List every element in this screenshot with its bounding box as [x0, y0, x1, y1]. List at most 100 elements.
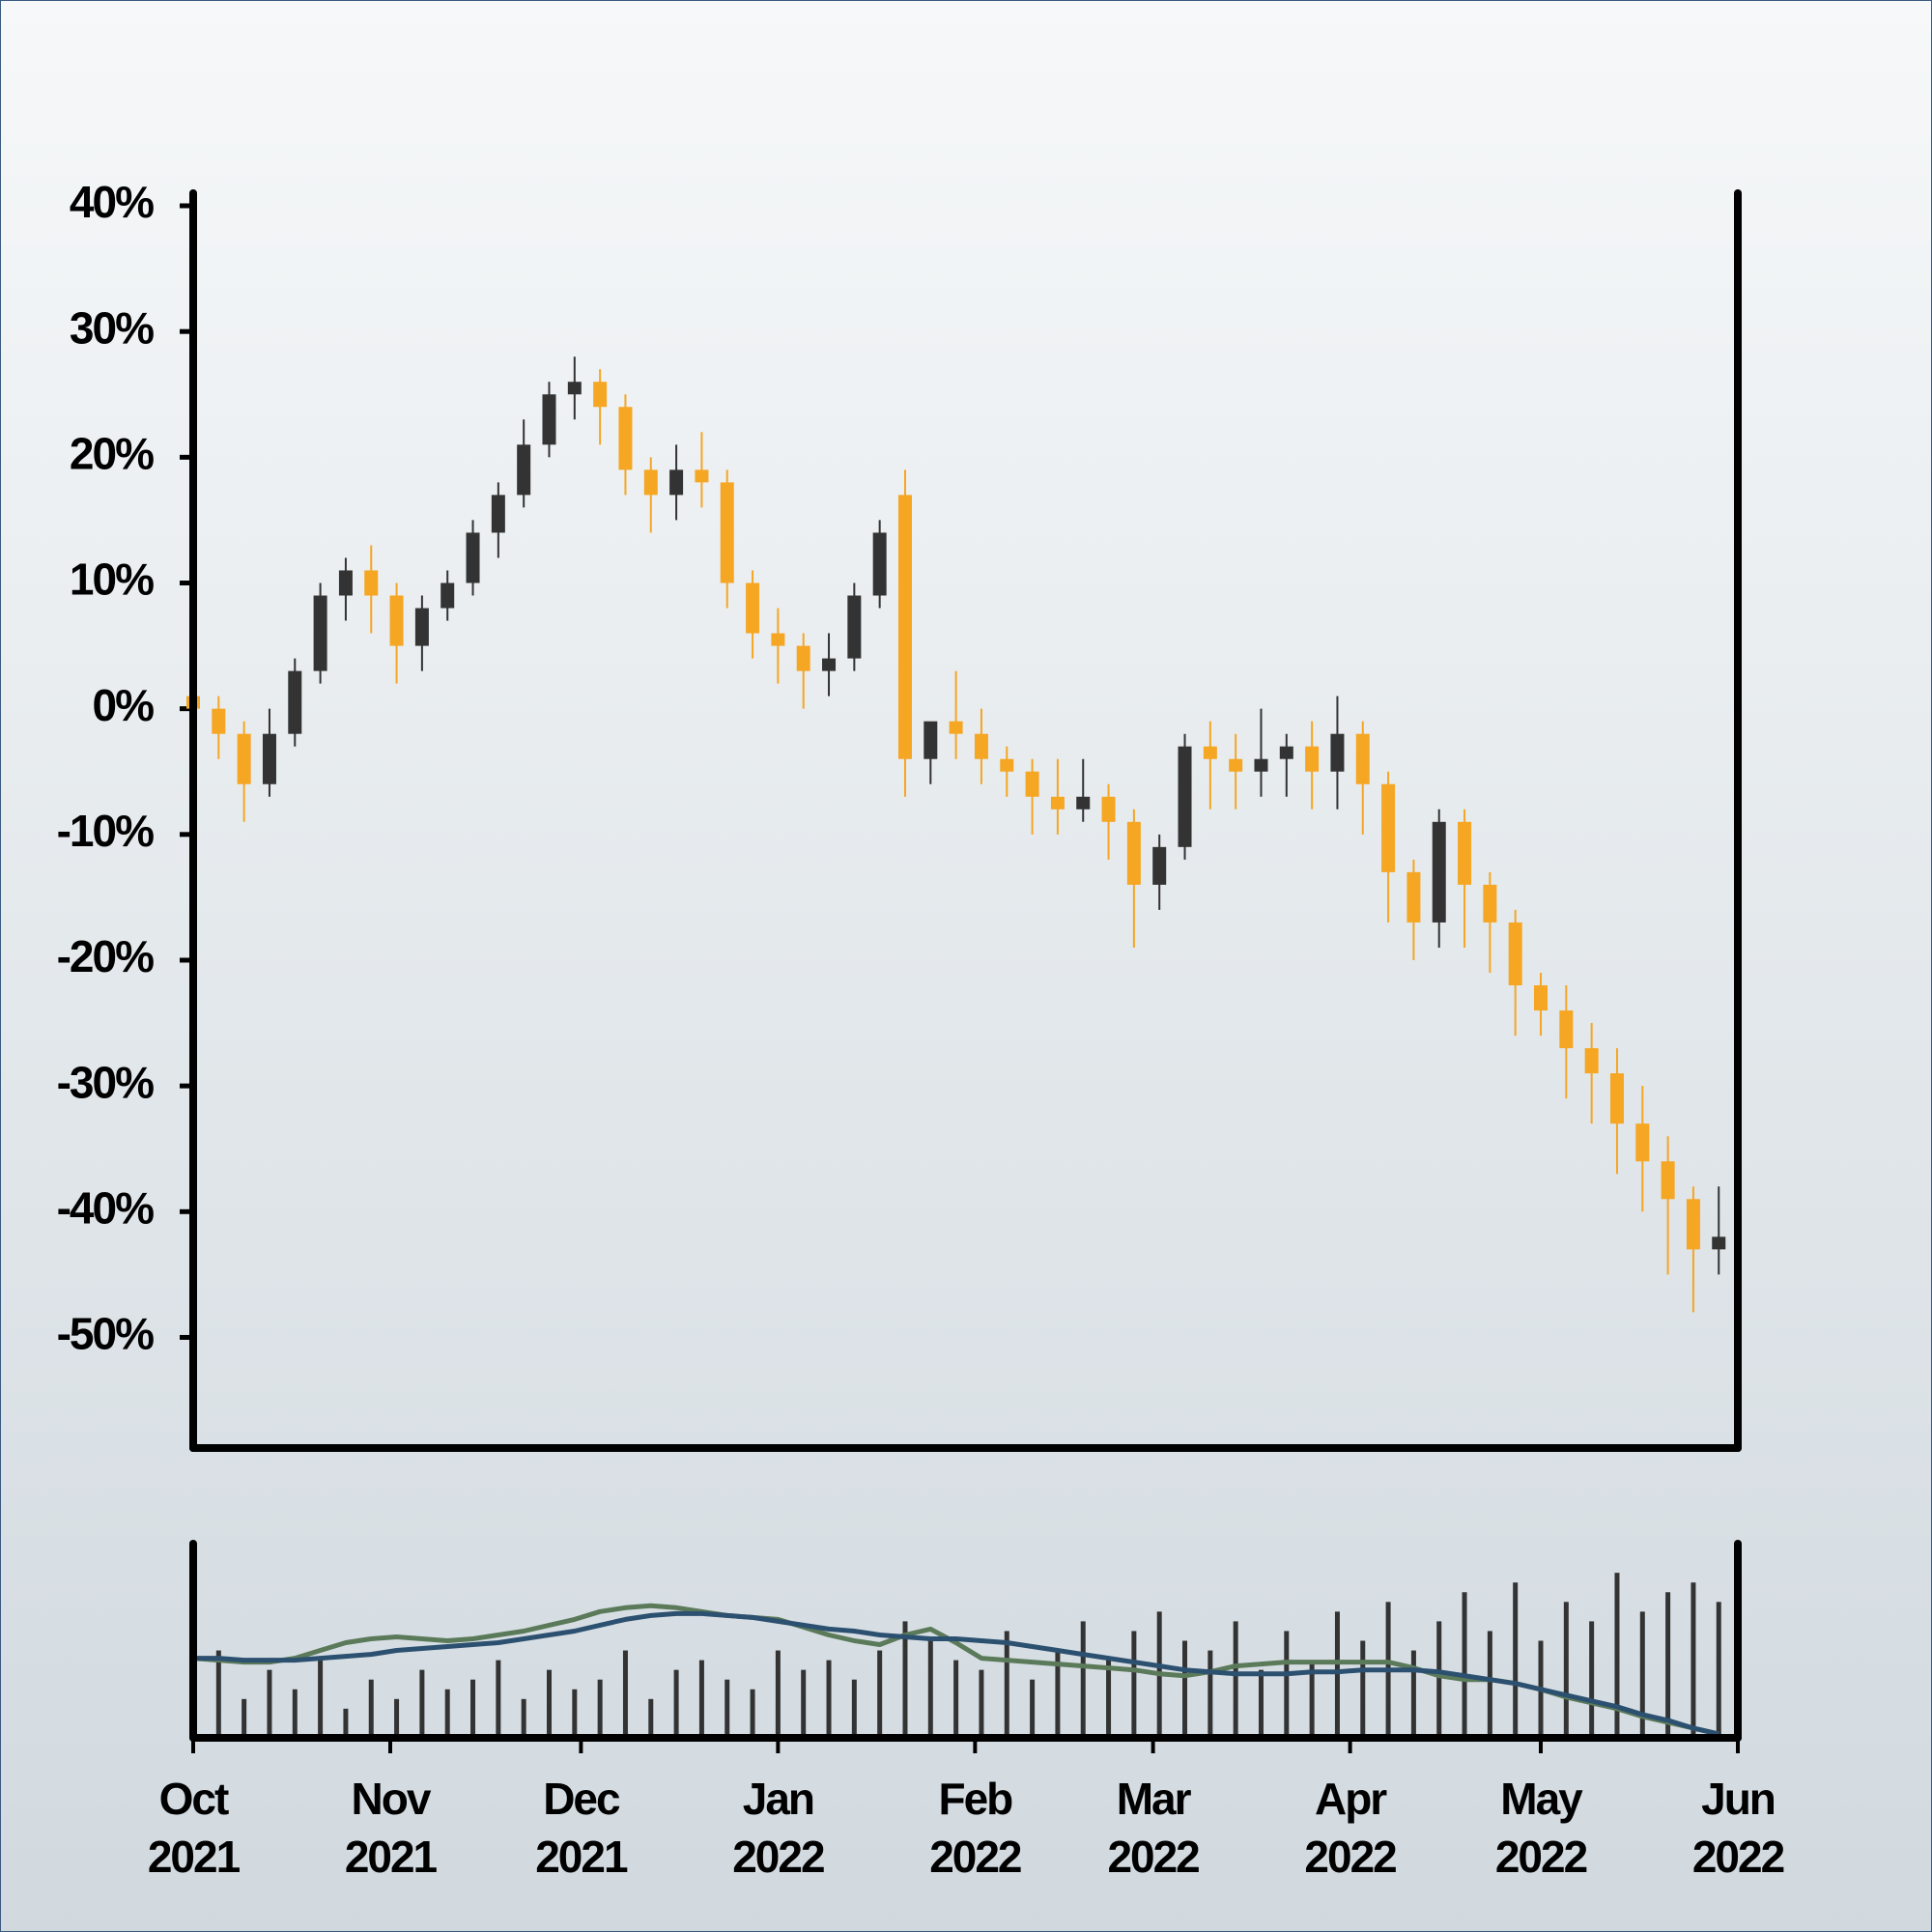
volume-bar — [444, 1689, 450, 1738]
volume-bar — [927, 1640, 933, 1738]
volume-bar — [1309, 1660, 1315, 1738]
candle-body — [1381, 783, 1396, 872]
moving-average-line — [192, 1603, 1719, 1737]
volume-bar — [394, 1698, 400, 1738]
candle-body — [1712, 1236, 1726, 1250]
candle-body — [1101, 796, 1116, 822]
candle-body — [237, 733, 251, 784]
y-tick-label: -40% — [57, 1182, 154, 1233]
candle-body — [1025, 771, 1039, 797]
volume-bar — [1716, 1602, 1721, 1738]
candle-body — [1534, 985, 1548, 1011]
volume-bar — [902, 1621, 908, 1738]
volume-bar — [1131, 1631, 1137, 1738]
x-tick-label: May — [1500, 1774, 1583, 1824]
candle-body — [771, 633, 785, 646]
candle-body — [1355, 733, 1370, 784]
y-tick-label: 0% — [93, 680, 155, 730]
x-tick-label: Oct — [159, 1774, 229, 1824]
volume-bar — [673, 1669, 679, 1738]
volume-bar — [801, 1669, 807, 1738]
y-tick-label: -30% — [57, 1057, 154, 1107]
volume-bar — [267, 1669, 272, 1738]
candle-body — [1000, 758, 1014, 772]
volume-bar — [1614, 1573, 1620, 1738]
x-tick-label: 2022 — [1692, 1832, 1784, 1882]
volume-bar — [1182, 1640, 1188, 1738]
x-tick-label: 2022 — [1304, 1832, 1396, 1882]
volume-bar — [1284, 1631, 1290, 1738]
candle-body — [695, 469, 709, 483]
candle-body — [974, 733, 988, 759]
candle-body — [1305, 746, 1320, 772]
candle-body — [1152, 846, 1167, 885]
candle-body — [1178, 746, 1192, 847]
candle-body — [1559, 1010, 1574, 1049]
volume-bar — [1462, 1592, 1467, 1738]
candle-body — [313, 595, 327, 671]
volume-bar — [1639, 1611, 1645, 1738]
volume-bar — [496, 1660, 501, 1738]
x-tick-label: Apr — [1315, 1774, 1387, 1824]
x-tick-label: 2022 — [929, 1832, 1021, 1882]
x-tick-label: Jan — [743, 1774, 813, 1824]
candle-body — [389, 595, 404, 646]
candle-body — [212, 708, 226, 734]
y-tick-label: -50% — [57, 1309, 154, 1359]
volume-bar — [622, 1650, 628, 1738]
volume-bar — [1106, 1660, 1112, 1738]
candle-body — [1229, 758, 1243, 772]
volume-bar — [1055, 1650, 1061, 1738]
y-tick-label: 30% — [70, 302, 154, 353]
x-tick-label: 2021 — [345, 1832, 438, 1882]
volume-bar — [1030, 1679, 1036, 1738]
y-tick-label: -10% — [57, 806, 154, 856]
candle-body — [1406, 871, 1421, 923]
volume-bar — [1665, 1592, 1671, 1738]
volume-bar — [1334, 1611, 1340, 1738]
candle-body — [1483, 884, 1497, 923]
volume-bar — [1208, 1650, 1213, 1738]
x-tick-label: 2022 — [732, 1832, 824, 1882]
candle-body — [542, 394, 556, 445]
y-tick-label: 40% — [70, 177, 154, 227]
x-tick-label: 2021 — [148, 1832, 241, 1882]
candle-body — [466, 532, 480, 583]
candle-body — [796, 645, 810, 671]
volume-bar — [242, 1698, 247, 1738]
volume-bar — [419, 1669, 425, 1738]
candle-body — [1609, 1073, 1624, 1124]
volume-bar — [648, 1698, 654, 1738]
candle-body — [1584, 1048, 1599, 1074]
volume-bar — [1004, 1631, 1009, 1738]
volume-bar — [953, 1660, 959, 1738]
x-tick-label: Feb — [938, 1774, 1012, 1824]
y-tick-label: -20% — [57, 931, 154, 981]
candle-body — [1686, 1199, 1700, 1250]
candle-body — [669, 469, 684, 496]
volume-bar — [318, 1660, 324, 1738]
candle-body — [1050, 796, 1065, 810]
moving-average-line — [193, 1610, 1719, 1737]
volume-bar — [1258, 1669, 1264, 1738]
volume-bar — [724, 1679, 730, 1738]
candle-body — [517, 444, 531, 496]
volume-bar — [521, 1698, 526, 1738]
volume-bar — [1563, 1602, 1569, 1738]
volume-bar — [851, 1679, 857, 1738]
candle-body — [1661, 1161, 1675, 1200]
candle-body — [338, 570, 353, 596]
volume-bar — [1487, 1631, 1492, 1738]
x-tick-label: 2022 — [1107, 1832, 1199, 1882]
volume-bar — [572, 1689, 578, 1738]
volume-bar — [1589, 1621, 1595, 1738]
volume-bar — [597, 1679, 603, 1738]
x-tick-label: 2021 — [535, 1832, 628, 1882]
volume-bar — [1080, 1621, 1086, 1738]
candle-body — [949, 721, 963, 734]
volume-bar — [1410, 1650, 1416, 1738]
candle-body — [593, 382, 608, 408]
